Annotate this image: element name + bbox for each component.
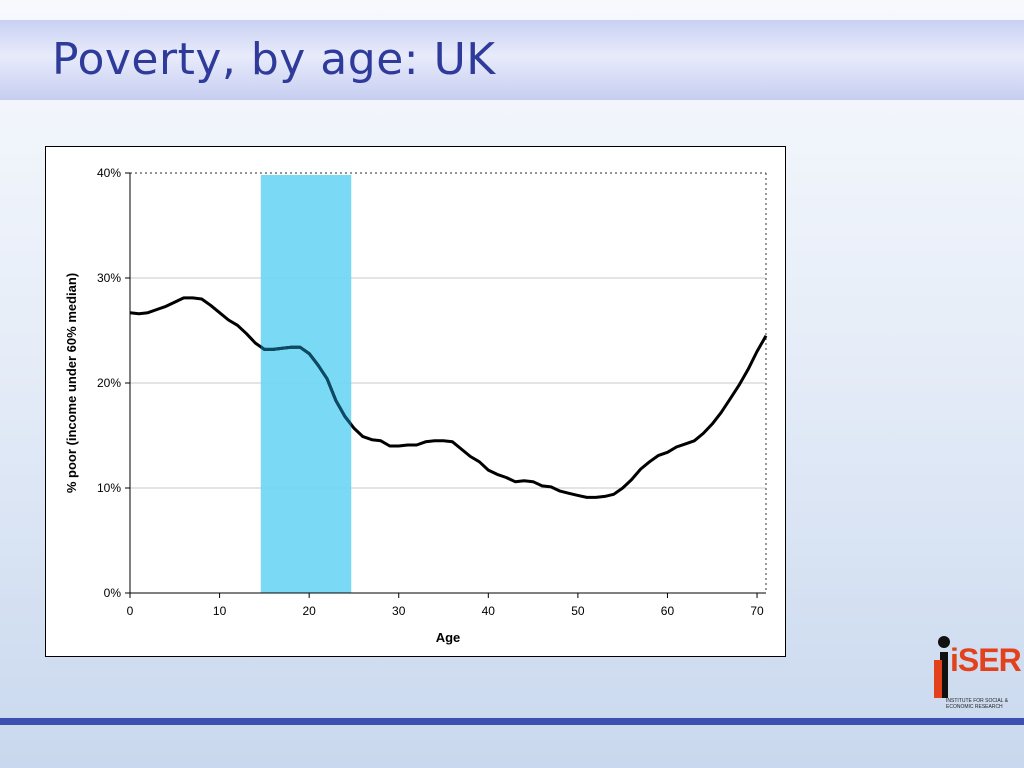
x-tick-label-70: 70 — [750, 604, 764, 618]
logo-subtitle: Institute for Social & Economic Research — [946, 698, 1009, 710]
poverty-rate-line-in-band — [260, 345, 352, 428]
logo-wordmark: iSER — [950, 642, 1022, 678]
x-tick-label-30: 30 — [392, 604, 406, 618]
y-tick-label-10: 10% — [97, 481, 121, 495]
x-tick-label-0: 0 — [127, 604, 134, 618]
poverty-rate-line — [129, 296, 768, 499]
x-tick-label-20: 20 — [302, 604, 316, 618]
y-tick-label-0: 0% — [104, 586, 122, 600]
logo-accent-icon — [934, 660, 942, 698]
y-tick-label-30: 30% — [97, 271, 121, 285]
iser-logo: iSER Institute for Social & Economic Res… — [932, 636, 1022, 712]
highlight-band-age-15-25 — [260, 175, 352, 593]
title-band — [0, 20, 1024, 100]
chart-frame: 0% 10% 20% 30% 40% 0 10 20 30 40 50 60 70 Age % poor… — [45, 146, 786, 657]
logo-bar-icon — [940, 652, 948, 698]
y-axis-label: % poor (income under 60% median) — [64, 273, 79, 493]
x-tick-label-60: 60 — [661, 604, 675, 618]
slide-title: Poverty, by age: UK — [52, 34, 496, 85]
x-axis-label: Age — [436, 630, 461, 645]
ticks-layer: 0% 10% 20% 30% 40% 0 10 20 30 40 50 60 70 — [97, 166, 764, 618]
poverty-by-age-chart: 0% 10% 20% 30% 40% 0 10 20 30 40 50 60 70 Age % poor… — [64, 166, 768, 645]
y-tick-label-40: 40% — [97, 166, 121, 180]
x-tick-label-40: 40 — [482, 604, 496, 618]
grid-layer — [130, 172, 767, 593]
logo-dot-icon — [938, 636, 950, 648]
x-tick-label-50: 50 — [571, 604, 585, 618]
y-tick-label-20: 20% — [97, 376, 121, 390]
bottom-rule — [0, 718, 1024, 725]
x-tick-label-10: 10 — [213, 604, 227, 618]
